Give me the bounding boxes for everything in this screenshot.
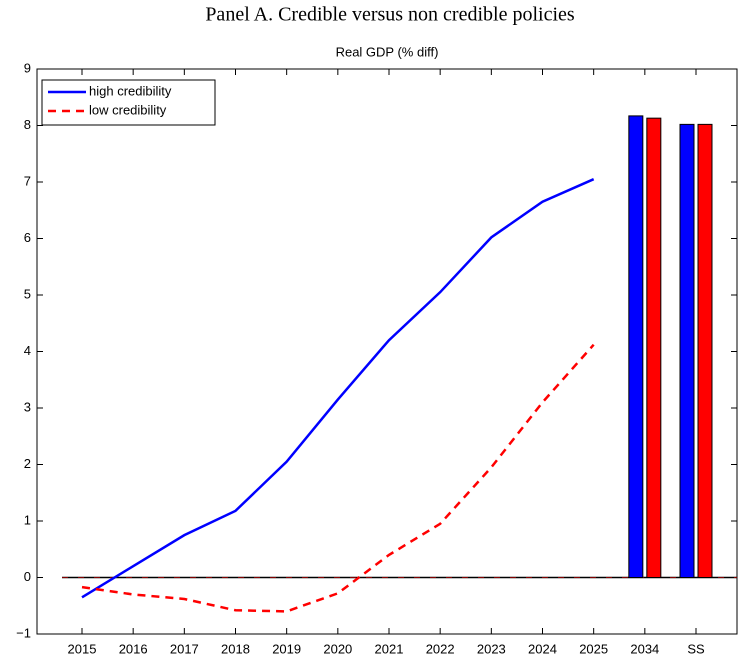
bar (697, 123, 713, 579)
y-tick-label: 2 (24, 456, 31, 471)
x-tick-label: 2025 (579, 641, 608, 656)
y-tick-label: 0 (24, 569, 31, 584)
bar (679, 123, 695, 579)
line (81, 178, 595, 599)
legend-label: low credibility (89, 102, 167, 117)
x-tick-label: 2024 (528, 641, 557, 656)
y-tick-label: 7 (24, 173, 31, 188)
x-tick-label: 2018 (221, 641, 250, 656)
x-tick-label: 2020 (323, 641, 352, 656)
y-tick-label: 6 (24, 230, 31, 245)
x-tick-label: 2022 (426, 641, 455, 656)
x-tick-label: 2023 (477, 641, 506, 656)
chart-subtitle: Real GDP (% diff) (336, 44, 439, 59)
x-tick-label: SS (687, 641, 705, 656)
x-tick-label: 2016 (119, 641, 148, 656)
x-tick-label: 2017 (170, 641, 199, 656)
legend-label: high credibility (89, 83, 172, 98)
bar (628, 115, 644, 579)
y-tick-label: −1 (16, 625, 31, 640)
y-tick-label: 4 (24, 343, 31, 358)
x-tick-label: 2015 (68, 641, 97, 656)
y-tick-label: 8 (24, 117, 31, 132)
x-tick-label: 2034 (630, 641, 659, 656)
bar (646, 117, 662, 578)
y-tick-label: 1 (24, 512, 31, 527)
y-tick-label: 5 (24, 286, 31, 301)
x-tick-label: 2021 (375, 641, 404, 656)
y-tick-label: 3 (24, 399, 31, 414)
x-tick-label: 2019 (272, 641, 301, 656)
y-tick-label: 9 (24, 60, 31, 75)
chart-title: Panel A. Credible versus non credible po… (205, 4, 575, 26)
legend-box (41, 79, 216, 126)
line (81, 343, 595, 613)
